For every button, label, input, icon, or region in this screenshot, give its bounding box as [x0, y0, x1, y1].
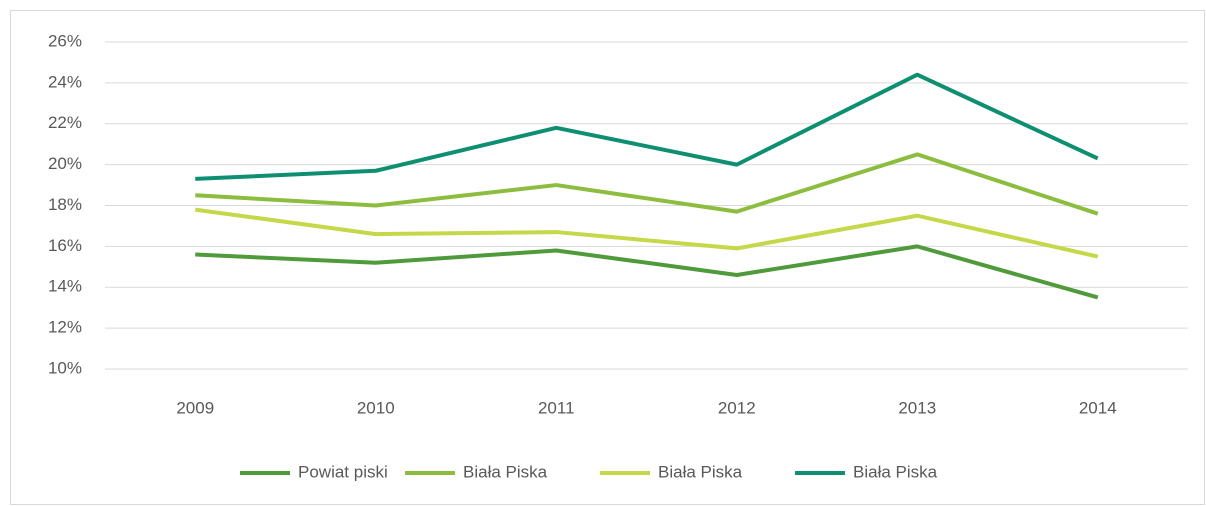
line-series	[195, 72, 1099, 181]
y-tick-label: 18%	[48, 195, 82, 214]
y-tick-label: 24%	[48, 72, 82, 91]
legend-label: Biała Piska	[658, 462, 743, 481]
x-tick-label: 2010	[357, 398, 395, 417]
y-tick-label: 14%	[48, 277, 82, 296]
y-tick-label: 16%	[48, 236, 82, 255]
legend-label: Biała Piska	[853, 462, 938, 481]
x-tick-label: 2011	[538, 398, 575, 417]
legend-label: Powiat piski	[298, 462, 388, 481]
y-tick-label: 12%	[48, 318, 82, 337]
x-tick-label: 2013	[898, 398, 936, 417]
y-tick-label: 20%	[48, 154, 82, 173]
y-tick-label: 10%	[48, 358, 82, 377]
y-tick-label: 22%	[48, 113, 82, 132]
line-series	[195, 244, 1099, 300]
x-tick-label: 2009	[176, 398, 214, 417]
x-tick-label: 2014	[1079, 398, 1117, 417]
legend-label: Biała Piska	[463, 462, 548, 481]
x-tick-label: 2012	[718, 398, 756, 417]
line-series	[195, 152, 1099, 216]
y-tick-label: 26%	[48, 31, 82, 50]
line-series	[194, 207, 1099, 259]
